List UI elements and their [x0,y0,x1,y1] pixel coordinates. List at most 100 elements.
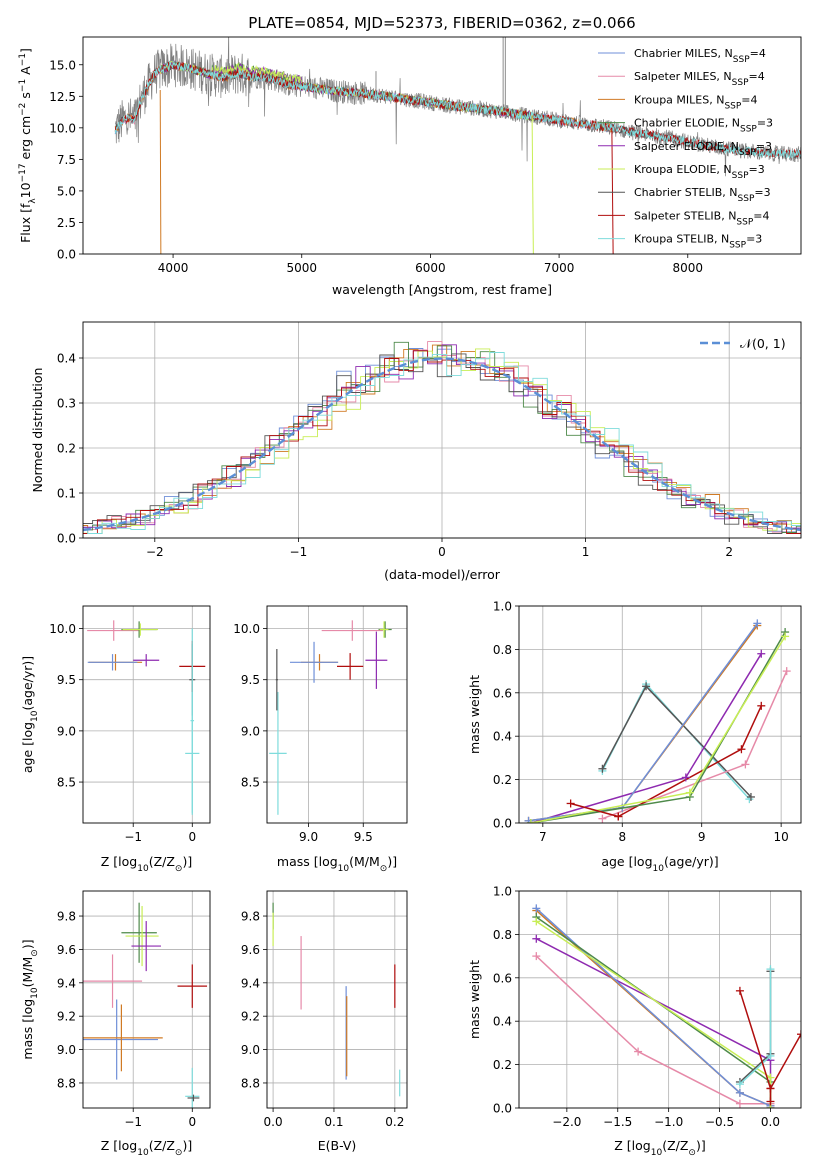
label-part: ⊙ [380,864,388,874]
ticks: −2.0 −1.5 −1.0 −0.5 0.0 0.0 0.2 0.4 0.6 0.8 1.0 [493,885,780,1130]
label-part: SSP [724,101,741,111]
plot-area [269,620,392,815]
y-tick-label: 8.5 [57,776,76,790]
label-part: mass [log [277,854,338,869]
x-tick-label: 0 [188,1115,196,1129]
x-tick-label: 5000 [286,261,317,275]
label-part: Z [log [101,1138,137,1153]
label-part: mass weight [467,675,482,754]
legend-label: Kroupa MILES, NSSP=4 [634,93,758,111]
y-tick-label: 9.2 [241,1010,260,1024]
label-part: Z [log [101,854,137,869]
label-part: ⊙ [688,1148,696,1158]
data-point [87,654,138,671]
label-part: Kroupa ELODIE, N [634,163,732,176]
label-part: Chabrier ELODIE, N [634,117,740,130]
legend-label: Salpeter MILES, NSSP=4 [634,70,765,88]
series-line [535,955,771,1105]
y-tick-label: 0.2 [57,442,76,456]
grid [267,891,407,1108]
y-tick-label: 12.5 [49,90,76,104]
label-part: Normed distribution [30,368,45,493]
y-tick-label: 0.0 [493,817,512,831]
x-axis-label: mass [log10(M/M⊙)] [277,854,397,874]
x-tick-label: 0 [188,830,196,844]
x-tick-label: 1 [582,545,590,559]
y-tick-label: 9.4 [57,976,76,990]
label-part: (Z/Z [149,1138,175,1153]
series-line [530,653,762,823]
label-part: (M/M [20,957,35,988]
chart-title: PLATE=0854, MJD=52373, FIBERID=0362, z=0… [248,14,635,32]
axes-frame [82,605,211,824]
label-part: (M/M [349,854,380,869]
label-part: Kroupa MILES, N [634,93,724,106]
data-point [337,653,364,680]
y-tick-label: 0.4 [493,1015,512,1029]
x-axis-label: wavelength [Angstrom, rest frame] [332,282,552,297]
label-part: (data-model)/error [384,567,501,582]
axes-frame [82,890,211,1109]
x-axis-label: Z [log10(Z/Z⊙)] [614,1138,705,1158]
series-chabrier-elodie [526,628,790,823]
data-point [185,1067,200,1108]
plot-area [87,620,206,815]
x-axis-label: Z [log10(Z/Z⊙)] [101,854,192,874]
plot-area [272,902,401,1097]
grid [519,890,801,1109]
y-axis-label: Flux [fλ10−17 erg cm−2 s−1 A−1] [18,48,38,243]
x-axis-label: E(B-V) [318,1138,357,1153]
label-part: (age/yr)] [20,656,35,711]
data-point [83,954,143,1008]
data-point [365,631,388,689]
plot-area [114,37,801,254]
ticks: −2 −1 0 1 2 0.0 0.1 0.2 0.3 0.4 [57,352,733,560]
series-salpeter-stelib [766,1084,775,1106]
label-part: ⊙ [175,1148,183,1158]
label-part: )] [696,1138,706,1153]
grid [267,606,407,823]
legend-label: Salpeter ELODIE, NSSP=3 [634,140,772,158]
plot-area [83,341,801,534]
label-part: Z [log [614,1138,650,1153]
x-tick-label: −1 [124,1115,142,1129]
x-tick-label: −1.0 [654,1115,683,1129]
x-tick-label: 9.5 [354,830,373,844]
label-part: ⊙ [175,864,183,874]
data-point [379,621,389,638]
label-part: =3 [746,233,762,246]
legend-label: Chabrier STELIB, NSSP=3 [634,186,771,204]
label-part: age [log [601,854,652,869]
label-part: Salpeter STELIB, N [634,209,736,222]
x-tick-label: 0.0 [761,1115,780,1129]
ticks: 0.0 0.1 0.2 8.8 9.0 9.2 9.4 9.6 9.8 [241,910,404,1129]
series-line [739,971,772,1083]
data-point [275,648,278,711]
data-point [289,641,339,683]
x-tick-label: 9.0 [299,830,318,844]
label-part: 10 [137,864,149,874]
label-part: SSP [732,78,749,88]
data-point [83,1004,163,1072]
axes-frame [266,605,408,824]
residual-histogram [83,353,801,534]
label-part: )] [20,939,35,949]
label-part: age [log [20,722,35,773]
y-axis-label: Normed distribution [30,368,45,493]
series-line [528,625,758,822]
y-axis-label: mass weight [467,960,482,1039]
label-part: Salpeter ELODIE, N [634,140,739,153]
data-point [133,654,160,667]
plot-area [532,904,801,1108]
label-part: SSP [739,148,756,158]
y-tick-label: 8.8 [241,1076,260,1090]
y-tick-label: 9.8 [241,910,260,924]
y-tick-label: 7.5 [57,153,76,167]
data-point [121,902,157,963]
y-axis-label: mass [log10(M/M⊙)] [20,939,40,1059]
y-tick-label: 9.0 [241,724,260,738]
label-part: SSP [729,241,746,251]
label-part: (age/yr)] [664,854,719,869]
label-part: (Z/Z [662,1138,688,1153]
series-kroupa-stelib [735,965,775,1089]
